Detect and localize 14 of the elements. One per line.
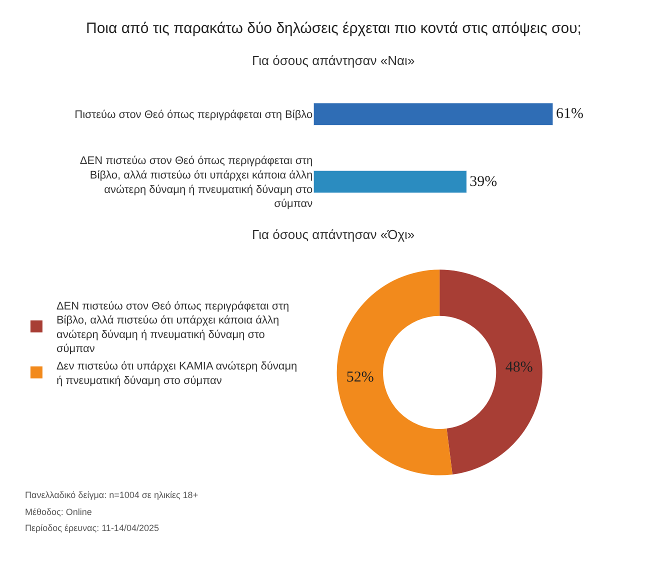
donut-slice	[337, 270, 452, 476]
chart-title: Ποια από τις παρακάτω δύο δηλώσεις έρχεται πιο κοντά στις απόψεις σου;	[86, 20, 582, 37]
chart-title: Για όσους απάντησαν «Όχι»	[252, 227, 415, 242]
y-tick-label: Πιστεύω στον Θεό όπως περιγράφεται στη Βίβλο	[74, 108, 313, 121]
legend-label: Δεν πιστεύω ότι υπάρχει ΚΑΜΙΑ ανώτερη δύναμη ή πνευματική δύναμη στο σύμπαν	[56, 360, 298, 387]
data-label: 48%	[505, 359, 533, 376]
text: Πανελλαδικό δείγμα: n=1004 σε ηλικίες 18+	[25, 490, 198, 500]
donut-slice	[440, 270, 542, 474]
text: Μέθοδος: Online	[25, 507, 92, 517]
text: Περίοδος έρευνας: 11-14/04/2025	[25, 523, 159, 533]
data-label: 61%	[556, 106, 584, 122]
data-label: 52%	[346, 369, 374, 386]
chart-subtitle: Για όσους απάντησαν «Ναι»	[252, 53, 415, 68]
data-label: 39%	[470, 174, 498, 190]
